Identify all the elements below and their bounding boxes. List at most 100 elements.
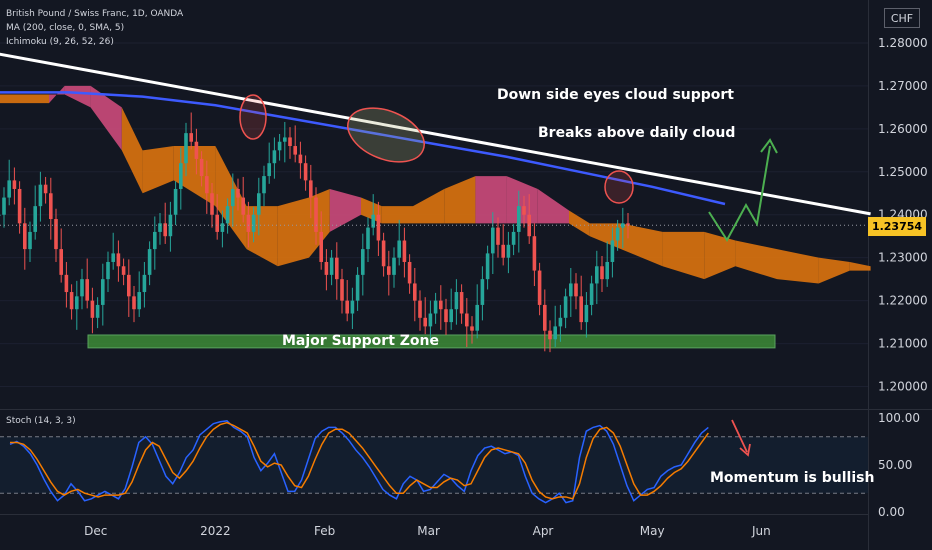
candle-body bbox=[511, 231, 516, 245]
candle-body bbox=[101, 279, 105, 305]
candle-body bbox=[158, 223, 162, 232]
ichimoku-cloud-segment bbox=[506, 176, 538, 224]
candle-body bbox=[116, 253, 121, 267]
candle-body bbox=[428, 313, 433, 327]
candle-body bbox=[95, 304, 100, 318]
candle-body bbox=[402, 240, 407, 262]
candle-body bbox=[80, 279, 84, 297]
candle-body bbox=[283, 137, 287, 142]
candle-body bbox=[179, 163, 183, 189]
candle-body bbox=[392, 257, 396, 275]
candle-body bbox=[75, 296, 79, 310]
ma-legend[interactable]: MA (200, close, 0, SMA, 5) bbox=[6, 23, 125, 33]
ichimoku-cloud-segment bbox=[49, 85, 65, 104]
candle-body bbox=[163, 223, 167, 237]
time-tick-label: 2022 bbox=[200, 524, 231, 538]
ichimoku-cloud-segment bbox=[849, 261, 871, 271]
ichimoku-cloud-segment bbox=[662, 231, 705, 280]
candle-body bbox=[475, 304, 479, 331]
candle-body bbox=[454, 292, 459, 310]
candle-body bbox=[210, 193, 214, 215]
price-tick-label: 1.26000 bbox=[878, 122, 928, 136]
ichimoku-legend[interactable]: Ichimoku (9, 26, 52, 26) bbox=[6, 37, 114, 47]
ichimoku-cloud-segment bbox=[142, 146, 174, 194]
candle-body bbox=[595, 266, 599, 284]
candle-body bbox=[376, 214, 381, 241]
ichimoku-cloud-segment bbox=[329, 188, 361, 232]
candle-body bbox=[7, 180, 11, 198]
candle-body bbox=[480, 279, 485, 305]
candle-body bbox=[418, 300, 422, 318]
momentum-arrow bbox=[731, 419, 748, 453]
candle-body bbox=[319, 231, 323, 262]
candle-body bbox=[569, 283, 573, 297]
ichimoku-cloud-segment bbox=[818, 257, 850, 284]
candle-body bbox=[189, 133, 193, 142]
candle-body bbox=[303, 163, 308, 181]
stoch-legend[interactable]: Stoch (14, 3, 3) bbox=[6, 416, 76, 426]
ichimoku-cloud-segment bbox=[90, 85, 122, 151]
stoch-band-fill bbox=[0, 436, 868, 494]
stoch-tick-label: 50.00 bbox=[878, 458, 912, 472]
candle-body bbox=[444, 309, 448, 323]
symbol-legend[interactable]: British Pound / Swiss Franc, 1D, OANDA bbox=[6, 9, 184, 19]
candle-body bbox=[38, 184, 43, 207]
candle-body bbox=[491, 227, 495, 254]
stoch-tick-label: 0.00 bbox=[878, 505, 905, 519]
candle-body bbox=[298, 154, 303, 164]
candle-body bbox=[220, 223, 225, 232]
ichimoku-cloud-segment bbox=[704, 231, 736, 280]
price-tick-label: 1.21000 bbox=[878, 337, 928, 351]
candle-body bbox=[543, 304, 547, 331]
candle-body bbox=[2, 197, 6, 215]
candle-body bbox=[64, 274, 69, 293]
candle-body bbox=[127, 274, 131, 297]
candle-body bbox=[215, 214, 219, 232]
currency-button[interactable]: CHF bbox=[884, 8, 920, 28]
candle-body bbox=[205, 176, 209, 194]
candle-body bbox=[413, 283, 417, 301]
candle-body bbox=[470, 326, 474, 331]
candle-body bbox=[309, 180, 313, 198]
candle-body bbox=[199, 158, 204, 177]
candle-body bbox=[257, 193, 261, 215]
candle-body bbox=[54, 219, 58, 250]
candle-body bbox=[231, 188, 235, 207]
candle-body bbox=[532, 236, 537, 271]
candle-body bbox=[12, 180, 17, 189]
ichimoku-cloud-segment bbox=[475, 176, 507, 224]
candle-body bbox=[153, 231, 157, 250]
price-tick-label: 1.20000 bbox=[878, 380, 928, 394]
candle-body bbox=[501, 244, 505, 258]
candle-body bbox=[324, 261, 329, 275]
candle-body bbox=[465, 313, 469, 327]
touch-ellipse bbox=[347, 107, 425, 163]
price-tick-label: 1.25000 bbox=[878, 165, 928, 179]
candle-body bbox=[558, 317, 563, 327]
candle-body bbox=[277, 141, 282, 151]
candle-body bbox=[59, 249, 63, 275]
time-axis-border bbox=[0, 514, 868, 515]
candle-body bbox=[621, 223, 625, 228]
time-tick-label: May bbox=[640, 524, 665, 538]
candle-body bbox=[28, 231, 32, 250]
ichimoku-cloud-segment bbox=[381, 206, 413, 224]
ichimoku-cloud-segment bbox=[444, 176, 476, 224]
ichimoku-cloud-segment bbox=[569, 210, 590, 237]
candle-body bbox=[168, 214, 173, 237]
candle-body bbox=[589, 283, 594, 305]
candle-body bbox=[335, 257, 339, 280]
support-zone-rect bbox=[87, 334, 776, 349]
candle-body bbox=[449, 309, 453, 323]
candle-body bbox=[397, 240, 401, 258]
candle-body bbox=[423, 317, 427, 327]
candle-body bbox=[251, 214, 256, 232]
candle-body bbox=[439, 300, 443, 310]
stoch-d-line bbox=[10, 421, 709, 500]
candle-body bbox=[111, 253, 115, 262]
candle-body bbox=[147, 249, 152, 275]
candle-body bbox=[121, 266, 126, 275]
momentum-arrowhead bbox=[739, 443, 751, 457]
candle-body bbox=[522, 206, 526, 215]
trendline bbox=[0, 52, 871, 216]
